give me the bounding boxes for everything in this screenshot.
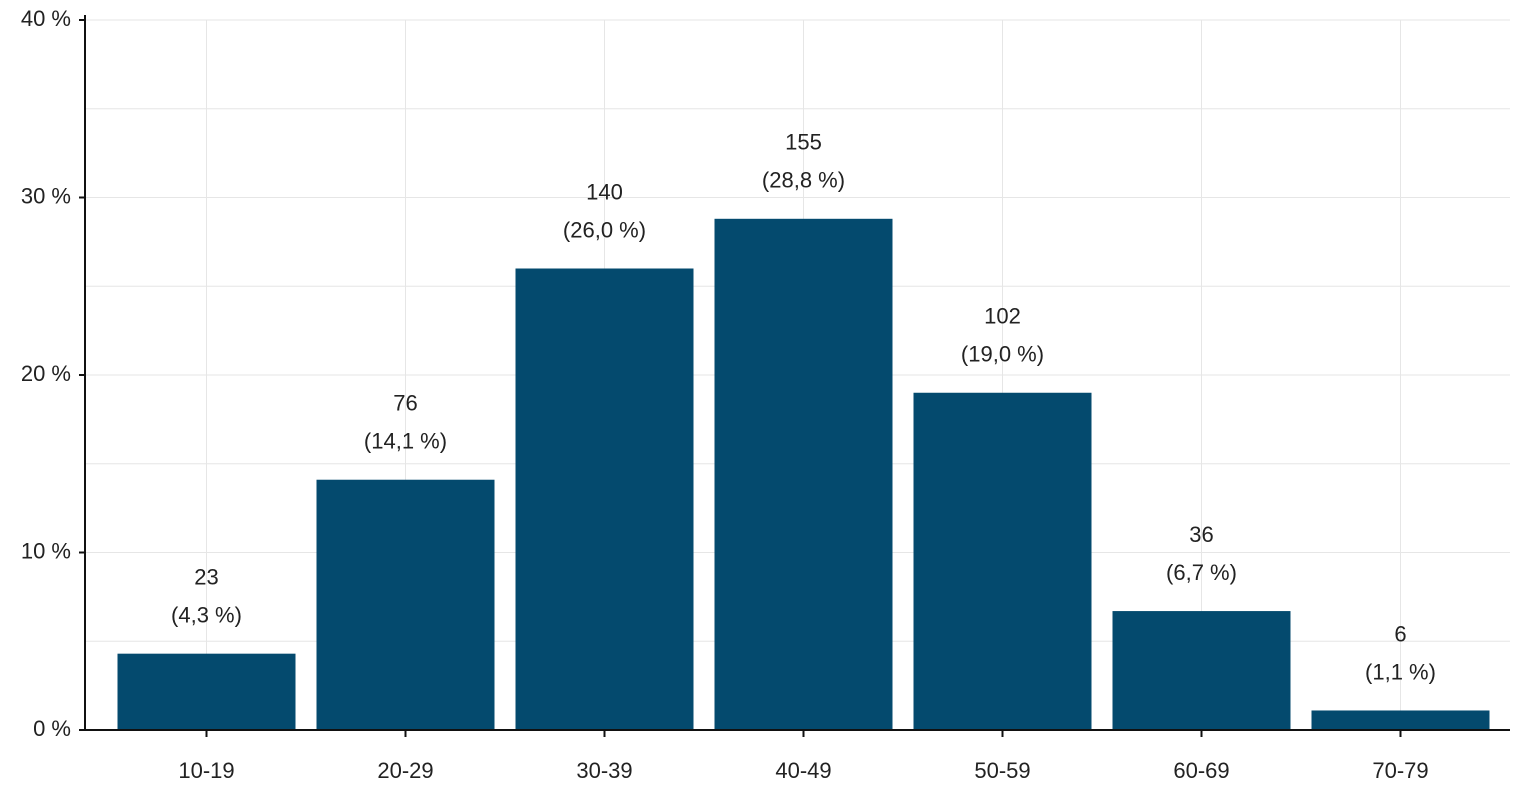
count-label: 140 — [586, 179, 623, 204]
y-tick-label: 0 % — [33, 716, 71, 741]
x-tick-label: 20-29 — [377, 758, 433, 783]
value-label: (6,7 %) — [1166, 560, 1237, 585]
count-label: 23 — [194, 564, 218, 589]
x-tick-label: 10-19 — [178, 758, 234, 783]
value-label: (1,1 %) — [1365, 659, 1436, 684]
y-tick-label: 10 % — [21, 538, 71, 563]
value-label: (14,1 %) — [364, 429, 447, 454]
bar — [117, 653, 296, 730]
y-tick-label: 40 % — [21, 6, 71, 31]
x-tick-label: 30-39 — [576, 758, 632, 783]
bar — [515, 268, 694, 730]
x-tick-label: 40-49 — [775, 758, 831, 783]
y-tick-label: 30 % — [21, 183, 71, 208]
count-label: 36 — [1189, 522, 1213, 547]
count-label: 76 — [393, 391, 417, 416]
value-label: (28,8 %) — [762, 168, 845, 193]
x-tick-label: 70-79 — [1372, 758, 1428, 783]
value-label: (4,3 %) — [171, 602, 242, 627]
bar — [1112, 611, 1291, 730]
bar — [913, 392, 1092, 730]
value-label: (26,0 %) — [563, 217, 646, 242]
count-label: 6 — [1394, 621, 1406, 646]
bar — [1311, 710, 1490, 730]
count-label: 155 — [785, 130, 822, 155]
x-tick-label: 50-59 — [974, 758, 1030, 783]
bar — [316, 479, 495, 730]
count-label: 102 — [984, 304, 1021, 329]
bar — [714, 218, 893, 731]
value-label: (19,0 %) — [961, 342, 1044, 367]
x-tick-label: 60-69 — [1173, 758, 1229, 783]
y-tick-label: 20 % — [21, 361, 71, 386]
